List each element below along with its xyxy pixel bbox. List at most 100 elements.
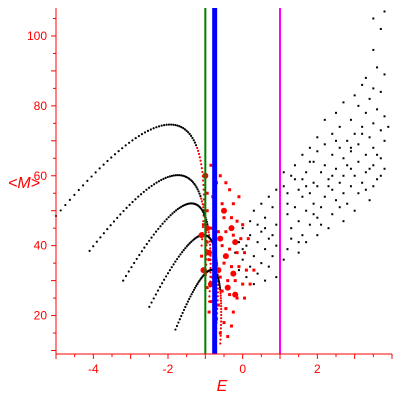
red-point-series: [198, 163, 256, 339]
red-point: [205, 240, 209, 244]
dotted-curve-3: [122, 202, 212, 303]
curve-dot: [195, 186, 198, 189]
curve-dot: [201, 225, 205, 229]
curve-dot: [143, 246, 146, 249]
curve-dot: [180, 126, 183, 129]
red-point: [237, 195, 241, 199]
black-point: [320, 223, 323, 226]
black-point: [286, 192, 289, 195]
black-point: [286, 202, 289, 205]
curve-dot: [166, 272, 170, 275]
black-point: [342, 220, 345, 223]
black-point: [372, 185, 375, 188]
y-tick-label: 60: [34, 169, 48, 183]
curve-dot: [200, 166, 203, 170]
red-point: [229, 324, 233, 328]
curve-dot: [137, 134, 140, 138]
curve-dot: [188, 242, 191, 245]
curve-dot: [147, 186, 151, 189]
y-tick-label: 100: [27, 29, 47, 43]
curve-dot: [182, 127, 185, 130]
curve-dot: [194, 144, 198, 147]
black-point: [383, 167, 386, 170]
curve-dot: [135, 257, 138, 261]
curve-dot: [90, 175, 93, 178]
curve-dot: [154, 230, 158, 233]
red-point: [209, 226, 213, 230]
black-point: [297, 251, 300, 254]
curve-dot: [152, 297, 155, 300]
dotted-curves: [54, 123, 223, 345]
curve-dot: [148, 239, 151, 242]
curve-dot: [171, 212, 174, 215]
black-point: [335, 139, 337, 142]
red-point: [226, 335, 230, 339]
curve-dot: [68, 198, 71, 201]
curve-dot: [195, 284, 198, 287]
curve-dot: [160, 124, 163, 127]
curve-dot: [185, 303, 188, 306]
black-point: [237, 241, 240, 244]
black-point: [316, 234, 319, 237]
curve-dot: [180, 314, 183, 318]
black-point: [297, 220, 300, 223]
black-point: [271, 255, 274, 258]
y-tick-label: 20: [34, 309, 48, 323]
curve-dot: [125, 206, 128, 209]
black-point: [286, 213, 289, 216]
curve-dot: [219, 299, 223, 302]
red-point: [220, 289, 224, 293]
black-point: [260, 202, 263, 205]
curve-dot: [197, 190, 200, 193]
black-point: [301, 195, 304, 198]
black-point: [290, 237, 293, 240]
black-point: [372, 87, 375, 90]
curve-dot: [177, 321, 180, 324]
curve-dot: [182, 308, 186, 312]
black-point: [353, 174, 356, 177]
red-point-large: [221, 207, 227, 214]
black-point: [267, 237, 270, 240]
curve-dot: [122, 279, 125, 282]
curve-dot: [169, 214, 172, 217]
black-point: [372, 164, 375, 167]
curve-dot: [202, 220, 205, 223]
red-point-large: [222, 253, 229, 260]
curve-dot: [134, 137, 137, 140]
black-point: [305, 209, 308, 212]
curve-dot: [128, 141, 131, 144]
red-point: [228, 188, 232, 192]
red-point: [207, 258, 211, 262]
black-point: [372, 122, 375, 125]
curve-dot: [159, 225, 162, 228]
curve-dot: [73, 193, 76, 196]
black-point: [331, 132, 334, 135]
curve-dot: [134, 198, 137, 201]
black-point: [316, 185, 319, 188]
curve-dot: [88, 249, 91, 252]
black-point: [301, 153, 304, 156]
curve-dot: [109, 224, 112, 227]
red-point: [201, 223, 205, 227]
curve-dot: [64, 203, 67, 207]
red-point: [205, 286, 209, 290]
black-point: [275, 223, 278, 226]
black-point: [286, 248, 289, 251]
curve-dot: [122, 209, 125, 213]
black-point: [271, 234, 274, 237]
black-point: [323, 164, 326, 167]
curve-dot: [117, 150, 120, 153]
red-point-large: [224, 284, 231, 291]
red-point-large: [232, 291, 239, 298]
curve-dot: [164, 176, 167, 179]
red-point: [224, 307, 228, 311]
curve-dot: [168, 269, 171, 272]
black-point: [282, 258, 285, 261]
black-point: [331, 188, 334, 191]
curve-dot: [196, 188, 199, 191]
black-point: [245, 244, 248, 247]
curve-dot: [188, 297, 191, 301]
black-point: [372, 48, 375, 51]
black-point: [364, 188, 367, 191]
